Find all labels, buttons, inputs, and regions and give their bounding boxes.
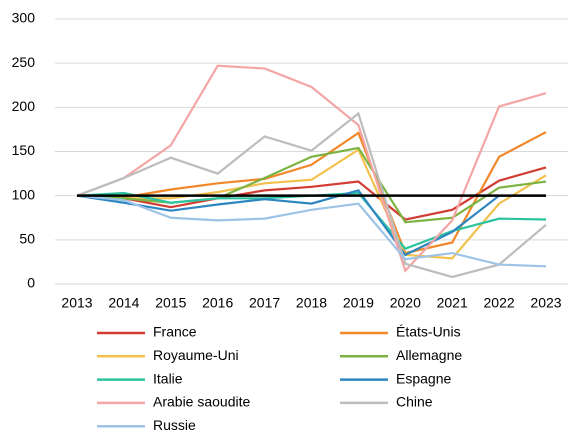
series-line	[76, 166, 547, 221]
series-line	[76, 131, 547, 255]
series-line	[76, 148, 547, 260]
x-tick-label: 2018	[296, 295, 327, 311]
legend-label: Royaume-Uni	[153, 347, 239, 363]
y-tick-label: 100	[12, 186, 36, 202]
x-tick-label: 2021	[437, 295, 468, 311]
series-line	[76, 189, 546, 257]
series-line	[76, 64, 547, 273]
y-tick-label: 150	[12, 142, 36, 158]
x-tick-label: 2013	[61, 295, 92, 311]
x-tick-label: 2023	[530, 295, 561, 311]
x-tick-label: 2020	[390, 295, 421, 311]
legend-label: Arabie saoudite	[153, 394, 251, 410]
x-tick-label: 2015	[155, 295, 186, 311]
legend-label: France	[153, 324, 197, 340]
x-tick-label: 2014	[108, 295, 139, 311]
legend-label: États-Unis	[396, 324, 461, 340]
y-tick-label: 200	[12, 98, 36, 114]
series-line	[76, 194, 547, 268]
y-tick-label: 0	[27, 275, 35, 291]
legend-label: Italie	[153, 370, 183, 386]
legend-label: Chine	[396, 394, 433, 410]
y-tick-label: 300	[12, 10, 36, 26]
x-tick-label: 2017	[249, 295, 280, 311]
x-tick-label: 2022	[484, 295, 515, 311]
x-tick-label: 2019	[343, 295, 374, 311]
legend-label: Espagne	[396, 370, 451, 386]
y-tick-label: 250	[12, 54, 36, 70]
legend-label: Allemagne	[396, 347, 462, 363]
x-tick-label: 2016	[202, 295, 233, 311]
series-line	[76, 146, 547, 224]
series-line	[76, 111, 547, 279]
legend-label: Russie	[153, 417, 196, 433]
y-tick-label: 50	[19, 231, 35, 247]
